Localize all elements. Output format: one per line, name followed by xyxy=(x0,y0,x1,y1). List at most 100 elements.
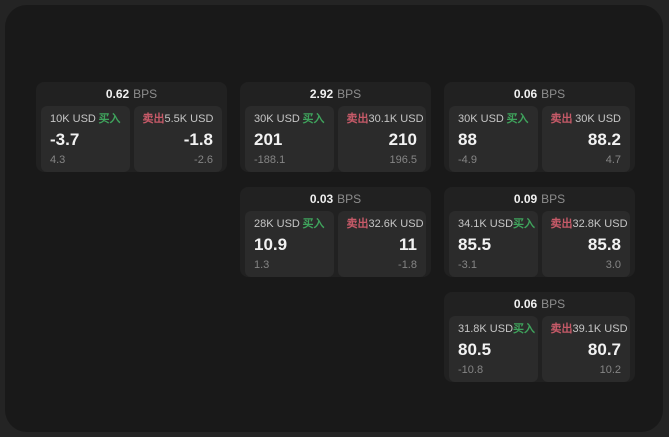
sell-price: 210 xyxy=(388,130,417,149)
spread-unit-label: BPS xyxy=(541,192,566,206)
quote-card: 0.06 BPS 31.8K USD 买入 80.5 -10.8 卖出 39.1… xyxy=(444,292,635,382)
sell-price: 88.2 xyxy=(587,130,621,149)
buy-pane-top: 10K USD 买入 xyxy=(50,113,121,126)
sell-quote-tile[interactable]: 卖出 32.8K USD 85.8 3.0 xyxy=(541,211,630,277)
buy-side-label: 买入 xyxy=(302,113,325,125)
app-window: 0.62 BPS 10K USD 买入 -3.7 4.3 卖出 5.5K USD… xyxy=(5,5,663,432)
sell-price: -1.8 xyxy=(183,130,213,149)
spread-header: 0.09 BPS xyxy=(449,187,630,211)
buy-change: -3.1 xyxy=(458,259,477,271)
quote-panes: 28K USD 买入 10.9 1.3 卖出 32.6K USD 11 -1.8 xyxy=(245,211,426,277)
buy-price: 88 xyxy=(458,130,477,149)
sell-quote-tile[interactable]: 卖出 30K USD 88.2 4.7 xyxy=(541,106,630,172)
sell-side-label: 卖出 xyxy=(346,218,369,230)
spread-value: 0.06 xyxy=(513,297,538,311)
quote-panes: 30K USD 买入 201 -188.1 卖出 30.1K USD 210 1… xyxy=(245,106,426,172)
buy-change: -10.8 xyxy=(458,364,484,376)
sell-quote-tile[interactable]: 卖出 5.5K USD -1.8 -2.6 xyxy=(133,106,222,172)
sell-pane-top: 卖出 32.6K USD xyxy=(346,218,424,231)
buy-pane-top: 31.8K USD 买入 xyxy=(458,323,535,336)
spread-header: 0.06 BPS xyxy=(449,82,630,106)
buy-side-label: 买入 xyxy=(302,218,325,230)
spread-header: 0.06 BPS xyxy=(449,292,630,316)
buy-quote-tile[interactable]: 34.1K USD 买入 85.5 -3.1 xyxy=(449,211,538,277)
sell-pane-top: 卖出 30.1K USD xyxy=(346,113,424,126)
spread-unit-label: BPS xyxy=(133,87,158,101)
sell-size: 5.5K USD xyxy=(164,113,214,125)
buy-quote-tile[interactable]: 30K USD 买入 88 -4.9 xyxy=(449,106,538,172)
spread-header: 0.62 BPS xyxy=(41,82,222,106)
sell-quote-tile[interactable]: 卖出 30.1K USD 210 196.5 xyxy=(337,106,426,172)
spread-value: 0.06 xyxy=(513,87,538,101)
spread-unit-label: BPS xyxy=(541,297,566,311)
sell-change: 196.5 xyxy=(389,154,417,166)
buy-side-label: 买入 xyxy=(98,113,121,125)
sell-change: 4.7 xyxy=(605,154,621,166)
sell-price: 80.7 xyxy=(587,340,621,359)
buy-price: 85.5 xyxy=(458,235,492,254)
sell-pane-top: 卖出 32.8K USD xyxy=(550,218,628,231)
sell-size: 30.1K USD xyxy=(368,113,424,125)
buy-price: -3.7 xyxy=(50,130,80,149)
buy-size: 30K USD xyxy=(254,113,300,125)
quote-panes: 30K USD 买入 88 -4.9 卖出 30K USD 88.2 4.7 xyxy=(449,106,630,172)
spread-unit-label: BPS xyxy=(337,192,362,206)
buy-pane-top: 30K USD 买入 xyxy=(458,113,529,126)
sell-size: 30K USD xyxy=(575,113,621,125)
buy-quote-tile[interactable]: 10K USD 买入 -3.7 4.3 xyxy=(41,106,130,172)
sell-side-label: 卖出 xyxy=(142,113,165,125)
buy-size: 28K USD xyxy=(254,218,300,230)
sell-quote-tile[interactable]: 卖出 39.1K USD 80.7 10.2 xyxy=(541,316,630,382)
buy-side-label: 买入 xyxy=(506,113,529,125)
quote-card: 0.62 BPS 10K USD 买入 -3.7 4.3 卖出 5.5K USD… xyxy=(36,82,227,172)
buy-size: 30K USD xyxy=(458,113,504,125)
quote-card: 0.06 BPS 30K USD 买入 88 -4.9 卖出 30K USD 8… xyxy=(444,82,635,172)
sell-pane-top: 卖出 5.5K USD xyxy=(143,113,214,126)
buy-quote-tile[interactable]: 31.8K USD 买入 80.5 -10.8 xyxy=(449,316,538,382)
sell-change: 10.2 xyxy=(599,364,621,376)
sell-quote-tile[interactable]: 卖出 32.6K USD 11 -1.8 xyxy=(337,211,426,277)
quote-panes: 10K USD 买入 -3.7 4.3 卖出 5.5K USD -1.8 -2.… xyxy=(41,106,222,172)
quote-panes: 34.1K USD 买入 85.5 -3.1 卖出 32.8K USD 85.8… xyxy=(449,211,630,277)
spread-unit-label: BPS xyxy=(541,87,566,101)
spread-unit-label: BPS xyxy=(337,87,362,101)
sell-price: 11 xyxy=(399,235,417,254)
spread-header: 0.03 BPS xyxy=(245,187,426,211)
buy-side-label: 买入 xyxy=(513,323,536,335)
quote-grid: 0.62 BPS 10K USD 买入 -3.7 4.3 卖出 5.5K USD… xyxy=(36,82,635,382)
sell-size: 32.6K USD xyxy=(368,218,424,230)
quote-card: 2.92 BPS 30K USD 买入 201 -188.1 卖出 30.1K … xyxy=(240,82,431,172)
spread-value: 0.03 xyxy=(309,192,334,206)
buy-change: 4.3 xyxy=(50,154,66,166)
sell-side-label: 卖出 xyxy=(550,323,573,335)
buy-side-label: 买入 xyxy=(513,218,536,230)
quote-card: 0.03 BPS 28K USD 买入 10.9 1.3 卖出 32.6K US… xyxy=(240,187,431,277)
buy-size: 31.8K USD xyxy=(458,323,514,335)
buy-size: 34.1K USD xyxy=(458,218,514,230)
sell-size: 39.1K USD xyxy=(572,323,628,335)
spread-value: 0.62 xyxy=(105,87,130,101)
sell-change: -2.6 xyxy=(194,154,213,166)
spread-value: 2.92 xyxy=(309,87,334,101)
buy-pane-top: 34.1K USD 买入 xyxy=(458,218,535,231)
buy-quote-tile[interactable]: 28K USD 买入 10.9 1.3 xyxy=(245,211,334,277)
sell-change: -1.8 xyxy=(398,259,417,271)
buy-pane-top: 30K USD 买入 xyxy=(254,113,325,126)
buy-change: -4.9 xyxy=(458,154,477,166)
spread-header: 2.92 BPS xyxy=(245,82,426,106)
sell-side-label: 卖出 xyxy=(550,113,573,125)
sell-price: 85.8 xyxy=(587,235,621,254)
buy-price: 10.9 xyxy=(254,235,288,254)
buy-pane-top: 28K USD 买入 xyxy=(254,218,325,231)
buy-quote-tile[interactable]: 30K USD 买入 201 -188.1 xyxy=(245,106,334,172)
buy-price: 201 xyxy=(254,130,283,149)
spread-value: 0.09 xyxy=(513,192,538,206)
sell-change: 3.0 xyxy=(605,259,621,271)
buy-price: 80.5 xyxy=(458,340,492,359)
buy-change: 1.3 xyxy=(254,259,270,271)
sell-side-label: 卖出 xyxy=(550,218,573,230)
buy-change: -188.1 xyxy=(254,154,286,166)
sell-pane-top: 卖出 39.1K USD xyxy=(550,323,628,336)
quote-panes: 31.8K USD 买入 80.5 -10.8 卖出 39.1K USD 80.… xyxy=(449,316,630,382)
sell-side-label: 卖出 xyxy=(346,113,369,125)
